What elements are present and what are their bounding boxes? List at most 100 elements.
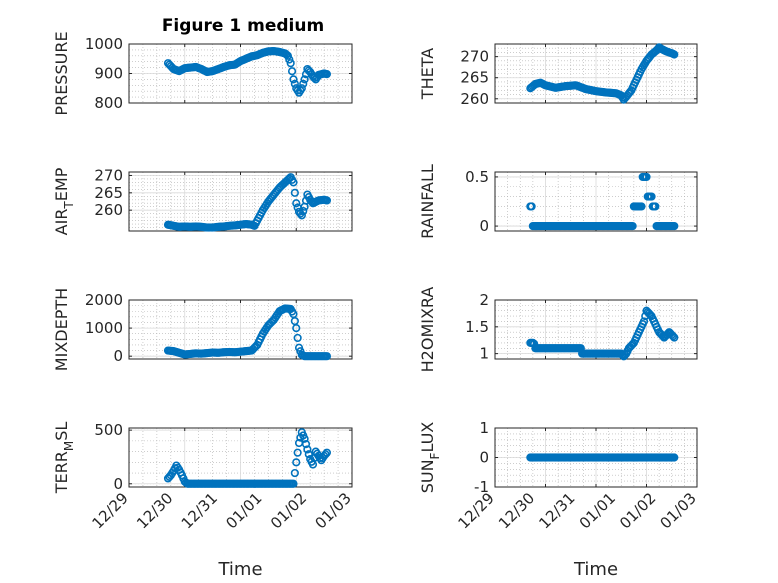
x-tick-label: 12/29 [89,489,132,532]
data-point [300,434,309,443]
x-tick-label: 01/03 [657,489,700,532]
data-point [301,439,311,449]
y-axis-label: SUNFLUX [418,422,442,494]
data-point [321,450,330,459]
y-tick-label: 2 [479,291,489,309]
y-axis-label-main: AIR [52,209,71,236]
data-point [290,316,299,326]
subplot-theta: 260 265 270 THETA [418,43,698,108]
data-point [285,55,294,64]
x-tick-label: 01/01 [222,489,265,532]
y-tick-label: 1000 [85,319,123,337]
y-axis-label-subscript: M [62,441,76,451]
data-point [303,445,312,454]
y-axis-label-subscript: F [428,452,442,459]
y-tick-label: -1 [474,478,489,496]
data-point [287,67,297,76]
x-tick-label: 01/02 [267,489,310,532]
figure-title: Figure 1 medium [162,16,324,36]
data-point [289,75,298,84]
y-axis-label-main: H2OMIXRA [418,287,437,373]
y-axis-label-main: THETA [418,48,437,100]
y-tick-label: 265 [94,184,123,202]
y-tick-label: 1 [479,345,489,363]
data-point [670,453,679,462]
subplot-rainfall: 0 0.5 RAINFALL [418,164,698,239]
data-point [639,317,649,326]
y-tick-label: 270 [460,48,489,66]
data-point [292,323,301,333]
y-tick-label: 900 [94,65,123,83]
subplot-pressure: 800 900 1000 PRESSURE [52,31,353,116]
data-point [618,350,627,360]
y-tick-label: 0 [113,475,123,493]
data-point [628,221,637,231]
data-point [322,352,332,361]
data-point [292,199,301,208]
y-tick-label: 260 [94,201,123,219]
y-axis-label-main: PRESSURE [52,31,71,115]
y-tick-label: 0 [113,347,123,365]
y-axis-label: AIRTEMP [52,167,76,235]
data-point [527,202,536,211]
data-point [283,51,292,60]
x-tick-label: 01/01 [576,489,619,532]
y-axis-label: THETA [418,48,437,100]
subplot-terr_msl: 0 500 12/29 12/30 12/31 01/01 01/02 01/03 Time TE… [52,421,355,580]
data-point [670,221,679,231]
y-tick-label: 0.5 [465,168,489,186]
data-point [289,479,298,488]
x-tick-label: 01/03 [312,489,355,532]
y-axis-label: PRESSURE [52,31,71,115]
y-tick-label: 1 [479,419,489,437]
data-point [293,333,302,343]
data-point [290,188,299,197]
y-axis-label: RAINFALL [418,164,437,239]
x-tick-label: 12/30 [133,489,176,532]
y-axis-label-subscript: T [62,201,76,210]
subplot-sun_flux: -10112/2912/3012/3101/0101/0201/03TimeSU… [418,419,700,580]
y-tick-label: 265 [460,69,489,87]
x-axis-label: Time [217,559,262,580]
data-point [286,59,295,68]
data-point [290,468,299,478]
y-axis-label-main: RAINFALL [418,164,437,239]
x-tick-label: 12/31 [178,489,221,532]
y-tick-label: 800 [94,94,123,112]
y-axis-label-suffix: SL [52,422,71,441]
x-tick-label: 12/31 [535,489,578,532]
y-tick-label: 0 [479,449,489,467]
data-point [292,458,301,467]
y-axis-label-suffix: LUX [418,422,437,453]
y-tick-label: 260 [460,90,489,108]
y-axis-label-main: SUN [418,459,437,493]
data-point [670,333,679,342]
data-point [304,450,313,459]
data-point [668,332,678,341]
x-axis-label: Time [573,559,618,580]
data-point [300,75,309,84]
data-point [651,202,660,211]
x-tick-label: 01/02 [616,489,659,532]
data-point [642,172,651,182]
data-point [670,50,679,59]
y-tick-label: 270 [94,166,123,184]
y-tick-label: 2000 [85,291,123,309]
data-point [647,192,656,201]
y-axis-label-main: TERR [52,451,71,494]
data-point [297,211,306,220]
data-point [322,196,332,205]
y-tick-label: 500 [94,421,123,439]
y-axis-label-suffix: EMP [52,167,71,201]
data-point [293,448,302,457]
data-point [299,206,308,216]
y-tick-label: 1.5 [465,318,489,336]
data-point [637,202,646,211]
y-tick-label: 0 [479,217,489,235]
y-axis-label: MIXDEPTH [52,288,71,371]
data-point [322,69,332,79]
data-point [290,79,299,88]
